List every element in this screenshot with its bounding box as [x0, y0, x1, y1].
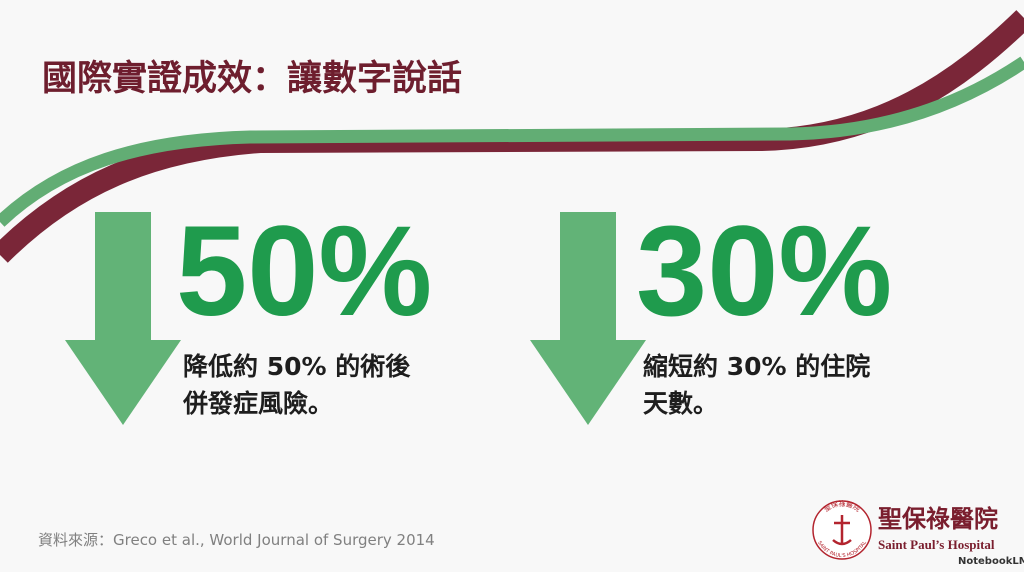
stat-text: 降低約 50% 的術後: [183, 352, 411, 381]
emblem-cross: [832, 515, 852, 546]
stat-value: 50%: [176, 200, 432, 343]
logo: 聖保祿醫院 SAINT PAUL'S HOSPITAL 聖保祿醫院 Saint …: [812, 499, 998, 560]
stat-text: 縮短約 30% 的住院: [643, 352, 870, 381]
arrow-shaft: [95, 212, 151, 342]
emblem-top: 聖保祿醫院: [823, 499, 863, 514]
arrow-head: [65, 340, 181, 425]
title: 國際實證成效：讓數字說話: [42, 58, 462, 99]
logo-english: Saint Paul’s Hospital: [878, 537, 995, 552]
arrow-head: [530, 340, 646, 425]
arrow-shaft: [560, 212, 616, 342]
emblem-text: 聖保祿醫院: [823, 499, 863, 514]
arrow-2: [530, 212, 646, 425]
logo-name: 聖保祿醫院: [878, 505, 998, 533]
stat-value: 30%: [636, 200, 892, 343]
arrow-1: [65, 212, 181, 425]
stat-text: 併發症風險。: [182, 389, 333, 418]
watermark: NotebookLM: [958, 556, 1024, 567]
stat-text: 天數。: [643, 389, 718, 418]
green-ribbon: [0, 56, 1024, 227]
source: 資料來源：Greco et al., World Journal of Surg…: [38, 531, 435, 549]
